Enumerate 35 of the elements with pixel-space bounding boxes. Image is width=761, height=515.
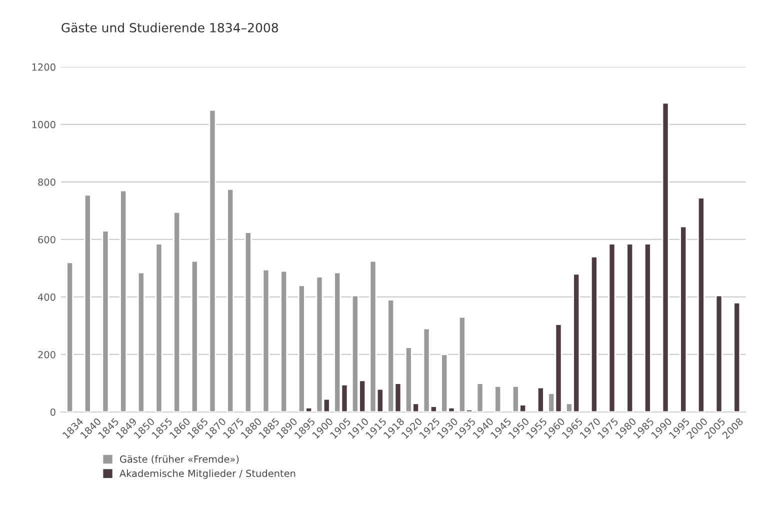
y-tick-label: 400 (38, 293, 56, 301)
bar (66, 262, 74, 412)
bar (715, 294, 723, 412)
y-tick-label: 200 (38, 350, 56, 358)
bar (733, 302, 741, 412)
bar (626, 243, 634, 412)
bar (476, 382, 484, 412)
y-tick-label: 0 (50, 408, 56, 416)
bar (226, 188, 234, 412)
bar (155, 243, 163, 412)
bar (244, 232, 252, 412)
bar (262, 268, 270, 412)
chart-title: Gäste und Studierende 1834–2008 (62, 22, 278, 32)
bar (84, 194, 92, 412)
bar (208, 109, 216, 412)
bar (680, 226, 688, 412)
y-tick-label: 800 (38, 178, 56, 186)
y-tick-label: 600 (38, 236, 56, 244)
bar (697, 197, 705, 412)
bar (280, 270, 288, 412)
bar (644, 243, 652, 412)
legend-label: Akademische Mitglieder / Studenten (120, 470, 296, 479)
legend-label: Gäste (früher «Fremde») (120, 455, 239, 464)
bar (102, 230, 110, 412)
y-tick-label: 1200 (32, 63, 56, 71)
bar (608, 243, 616, 412)
bar (536, 386, 544, 412)
bar (120, 190, 128, 412)
bar (137, 272, 145, 412)
bar (662, 102, 670, 412)
bar (494, 385, 502, 412)
bar (190, 260, 198, 412)
bar (590, 256, 598, 412)
y-tick-label: 1000 (32, 120, 56, 128)
bar (173, 211, 181, 412)
